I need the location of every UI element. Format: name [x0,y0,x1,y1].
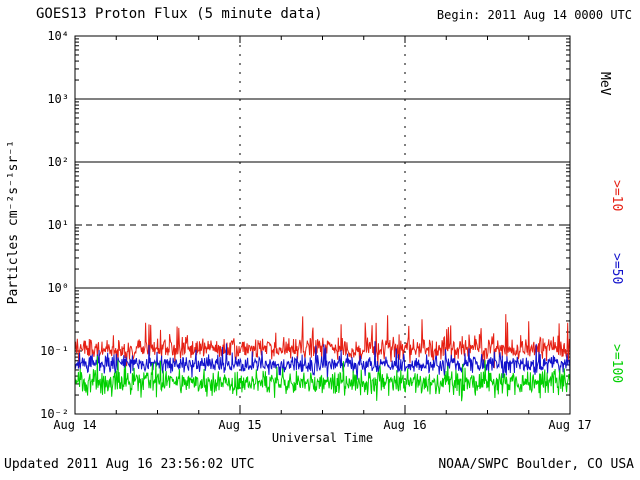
legend-ge100-label: >=100 [609,344,624,384]
series-line-protons-ge-50-MeV [74,341,571,380]
x-tick-label: Aug 14 [53,418,96,432]
series-line-protons-ge-100-MeV [74,355,571,402]
plot-frame [74,35,571,415]
legend-ge50-label: >=50 [609,253,624,285]
y-tick-label: 10⁴ [47,29,69,43]
y-tick-label: 10⁻² [40,407,69,421]
source-attribution: NOAA/SWPC Boulder, CO USA [438,457,634,472]
series-lines [74,314,571,402]
x-axis-label: Universal Time [271,431,374,445]
y-tick-label: 10³ [47,92,69,106]
series-line-protons-ge-10-MeV [74,314,571,369]
y-tick-label: 10⁻¹ [40,344,69,358]
reference-lines [75,98,570,289]
y-tick-label: 10¹ [47,218,69,232]
y-tick-label: 10² [47,155,69,169]
x-tick-label: Aug 16 [383,418,426,432]
right-axis-unit-label: MeV [597,72,612,96]
y-axis-label: Particles cm⁻²s⁻¹sr⁻¹ [6,140,21,305]
updated-timestamp: Updated 2011 Aug 16 23:56:02 UTC [4,457,255,472]
x-tick-label: Aug 17 [548,418,591,432]
y-tick-label: 10⁰ [47,281,69,295]
begin-time-label: Begin: 2011 Aug 14 0000 UTC [436,8,632,22]
chart-title: GOES13 Proton Flux (5 minute data) [36,6,323,22]
x-tick-label: Aug 15 [218,418,261,432]
legend-ge10-label: >=10 [609,180,624,212]
